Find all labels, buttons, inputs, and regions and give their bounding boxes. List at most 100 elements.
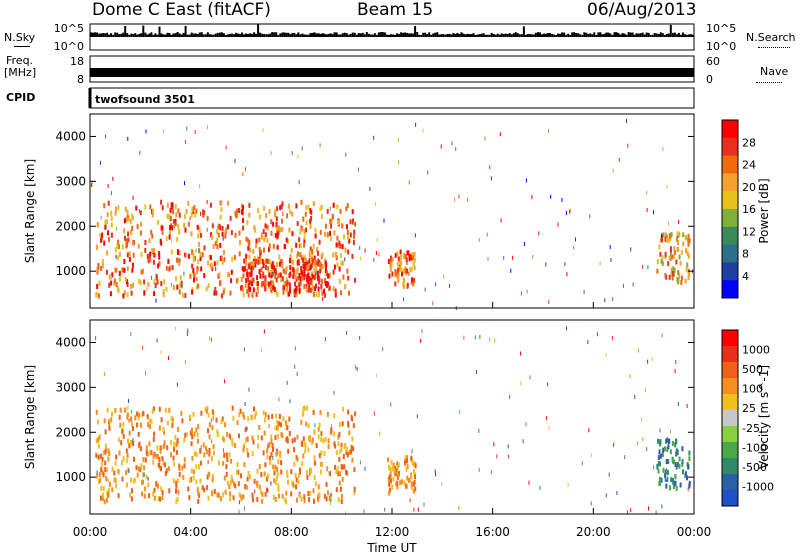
power-cell — [96, 269, 99, 275]
nsky-trace-bar — [426, 34, 429, 37]
power-cell — [129, 218, 132, 224]
power-cell — [248, 202, 251, 208]
velocity-cell — [229, 480, 232, 486]
nsearch-dots — [758, 47, 790, 48]
power-cell — [338, 278, 341, 284]
velocity-speckle — [493, 442, 495, 447]
power-cell — [268, 272, 271, 278]
power-cell — [130, 284, 133, 289]
velocity-cell — [107, 488, 110, 494]
nsky-trace-bar — [392, 34, 394, 37]
velocity-speckle — [324, 337, 326, 342]
power-cell — [191, 289, 194, 295]
velocity-cell — [159, 496, 161, 502]
velocity-cell — [204, 407, 207, 412]
power-cell — [224, 233, 227, 239]
velocity-cell — [333, 413, 336, 419]
velocity-speckle — [590, 501, 592, 506]
power-speckle — [589, 214, 591, 219]
power-cell — [406, 282, 409, 288]
power-cell — [303, 275, 306, 281]
power-cell — [672, 266, 675, 272]
nsky-trace-bar — [619, 34, 622, 37]
power-cell — [664, 272, 667, 278]
velocity-cell — [114, 460, 117, 466]
power-cell — [309, 223, 312, 229]
velocity-cell — [295, 484, 298, 490]
power-cell — [238, 251, 241, 257]
power-cell — [168, 214, 171, 219]
velocity-cell — [388, 464, 390, 470]
velocity-cell — [337, 434, 340, 440]
velocity-cell — [225, 464, 228, 470]
nsky-trace-bar — [452, 33, 455, 37]
nsky-trace-bar — [571, 32, 574, 37]
power-cell — [132, 262, 135, 268]
nsky-trace-bar — [379, 32, 382, 37]
nsky-trace-bar — [480, 33, 483, 37]
velocity-cell — [303, 498, 306, 504]
power-cell — [264, 264, 267, 270]
nsearch-tick-top: 10^5 — [706, 22, 736, 35]
velocity-speckle — [243, 347, 245, 352]
power-cell — [124, 206, 127, 212]
velocity-cell — [304, 448, 307, 454]
power-cell — [303, 284, 306, 290]
velocity-speckle — [616, 491, 618, 495]
power-cell — [132, 252, 135, 258]
power-cell — [291, 211, 294, 217]
velocity-cell — [686, 475, 688, 481]
velocity-cell — [681, 446, 684, 452]
power-cell — [219, 280, 222, 286]
nsky-trace-bar — [603, 33, 606, 37]
power-cell — [108, 274, 111, 280]
velocity-cell — [163, 440, 166, 446]
power-cell — [297, 251, 299, 257]
power-speckle — [531, 195, 533, 200]
velocity-cell — [257, 443, 260, 449]
power-cell — [352, 218, 354, 224]
nsky-trace-bar — [569, 34, 572, 37]
nsky-trace-bar — [239, 33, 241, 37]
nsky-trace-bar — [593, 32, 596, 37]
power-cell — [118, 244, 120, 250]
power-speckle — [500, 218, 502, 223]
power-cell — [255, 292, 258, 297]
velocity-cell — [149, 450, 152, 456]
velocity-cell — [191, 455, 194, 461]
velocity-cell — [263, 430, 266, 436]
velocity-cell — [135, 465, 138, 471]
power-cell — [255, 243, 258, 249]
power-cell — [214, 287, 217, 292]
velocity-cell — [353, 467, 356, 473]
power-cell — [203, 273, 206, 279]
velocity-cell — [174, 434, 177, 440]
velocity-cell — [233, 481, 236, 487]
power-cell — [259, 252, 262, 258]
power-cell — [267, 266, 270, 272]
velocity-cell — [158, 406, 161, 412]
nsky-trace-bar — [130, 33, 133, 37]
power-cell — [193, 205, 196, 210]
velocity-cell — [274, 497, 277, 502]
power-speckle — [467, 197, 468, 202]
power-cell — [166, 202, 169, 208]
nsky-trace-bar — [581, 34, 584, 37]
power-cell — [183, 222, 186, 228]
velocity-cell — [99, 477, 102, 483]
velocity-cell — [397, 473, 400, 479]
velocity-cell — [261, 498, 264, 504]
power-cell — [279, 205, 282, 211]
velocity-cell — [271, 413, 274, 419]
power-cell — [659, 251, 662, 257]
power-colorbar-tick: 4 — [742, 270, 749, 283]
power-speckle — [378, 252, 380, 257]
power-cell — [199, 251, 202, 257]
power-cell — [669, 233, 672, 239]
power-cell — [213, 290, 216, 296]
velocity-speckle — [641, 417, 643, 422]
power-colorbar-tick: 16 — [742, 203, 756, 216]
velocity-speckle — [330, 501, 331, 506]
velocity-cell — [340, 464, 343, 470]
nsky-trace-bar — [579, 34, 582, 37]
